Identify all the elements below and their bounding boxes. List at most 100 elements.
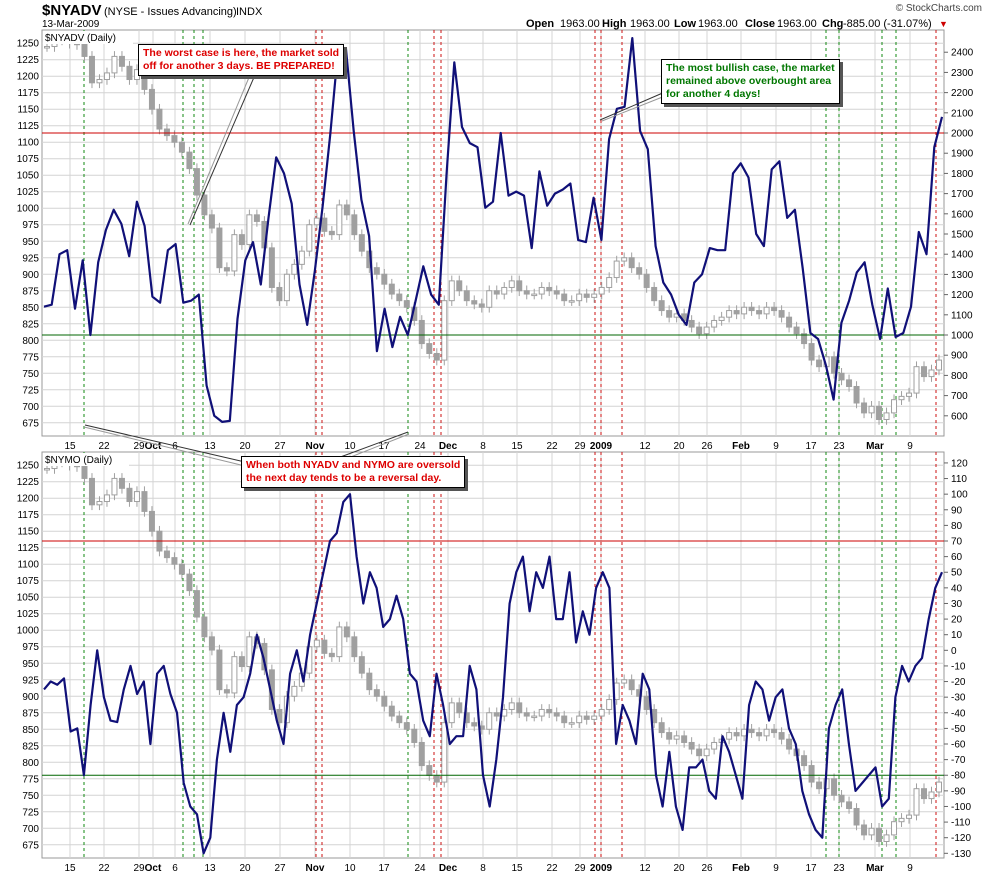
reversal-pointer-right xyxy=(334,431,409,460)
left-tick-label: 1100 xyxy=(17,138,39,149)
price-candle xyxy=(313,217,320,226)
price-candle xyxy=(471,300,478,305)
left-tick-label: 825 xyxy=(22,741,39,752)
price-candle xyxy=(201,616,208,638)
right-tick-label: 1400 xyxy=(951,250,974,261)
price-candle xyxy=(441,300,448,361)
price-candle xyxy=(508,280,515,288)
x-tick-label: 12 xyxy=(639,441,651,452)
price-candle xyxy=(478,303,485,308)
price-candle xyxy=(381,695,388,707)
x-axis-labels-top: 15 22 29 Oct 6 13 20 27 Nov 10 17 24 Dec 8 15 22 29 2009 1… xyxy=(64,441,913,452)
left-tick-label: 1125 xyxy=(17,543,39,554)
price-candle xyxy=(913,366,920,394)
price-candle xyxy=(688,319,695,328)
price-candle xyxy=(531,293,538,297)
x-tick-label: 20 xyxy=(673,863,685,874)
price-candle xyxy=(598,708,605,717)
price-candle xyxy=(321,639,328,654)
right-tick-label: -10 xyxy=(951,661,966,672)
price-candle xyxy=(598,286,605,295)
reversal-annotation: When both NYADV and NYMO are oversold th… xyxy=(241,456,466,488)
x-tick-label: 23 xyxy=(833,441,845,452)
close-label: Close xyxy=(745,18,775,30)
left-tick-label: 1025 xyxy=(17,609,40,620)
left-tick-label: 1000 xyxy=(17,626,40,637)
price-candle xyxy=(178,141,185,153)
price-candle xyxy=(261,642,268,671)
right-tick-label: 700 xyxy=(951,391,968,402)
price-candle xyxy=(936,781,942,793)
right-tick-label: 1700 xyxy=(951,189,974,200)
price-candle xyxy=(531,715,538,719)
price-candle xyxy=(148,88,155,110)
left-tick-label: 700 xyxy=(22,402,39,413)
price-candle xyxy=(636,267,643,275)
price-candle xyxy=(246,636,253,668)
price-candle xyxy=(283,273,290,302)
price-candle xyxy=(621,679,628,684)
right-tick-label: 1900 xyxy=(951,149,974,160)
right-tick-label: 900 xyxy=(951,351,968,362)
price-candle xyxy=(688,741,695,750)
left-tick-label: 950 xyxy=(22,659,39,670)
right-tick-label: 2100 xyxy=(951,108,974,119)
price-candle xyxy=(748,306,755,312)
price-candle xyxy=(81,466,88,479)
left-tick-label: 950 xyxy=(22,237,39,248)
price-candle xyxy=(868,405,875,414)
price-candle xyxy=(853,807,860,826)
x-tick-label: Oct xyxy=(145,441,162,452)
price-candle xyxy=(193,590,200,618)
price-candle xyxy=(493,290,500,295)
x-tick-label: 9 xyxy=(907,441,913,452)
right-tick-label: 70 xyxy=(951,537,963,548)
left-tick-label: 725 xyxy=(22,385,39,396)
x-tick-label: 29 xyxy=(574,441,586,452)
high-label: High xyxy=(602,18,627,30)
price-candle xyxy=(606,699,613,710)
right-tick-label: 110 xyxy=(951,474,967,485)
price-candle xyxy=(613,260,620,279)
price-candle xyxy=(456,702,463,714)
left-tick-label: 675 xyxy=(22,418,39,429)
x-tick-label: 27 xyxy=(274,863,286,874)
price-candle xyxy=(216,649,223,691)
price-candle xyxy=(81,44,88,57)
price-candle xyxy=(216,227,223,269)
x-tick-label: 22 xyxy=(98,863,110,874)
price-candle xyxy=(883,834,890,842)
price-candle xyxy=(118,477,125,489)
price-candle xyxy=(486,290,493,308)
left-tick-label: 1175 xyxy=(17,510,39,521)
right-tick-label: 1500 xyxy=(951,230,974,241)
price-candle xyxy=(876,827,883,842)
price-candle xyxy=(741,306,748,315)
x-tick-label: 10 xyxy=(344,863,356,874)
price-candle xyxy=(253,214,260,222)
price-candle xyxy=(231,234,238,272)
x-tick-label: Mar xyxy=(866,863,884,874)
price-candle xyxy=(276,286,283,302)
left-tick-label: 850 xyxy=(22,303,39,314)
price-candle xyxy=(658,722,665,734)
left-tick-label: 1050 xyxy=(17,171,40,182)
nymo-title-bg xyxy=(43,453,129,466)
price-candle xyxy=(846,801,853,809)
nyadv-title-bg xyxy=(43,31,133,44)
nyadv-panel-title: $NYADV (Daily) xyxy=(45,33,116,44)
left-tick-label: 1000 xyxy=(17,204,40,215)
price-candle xyxy=(576,715,583,724)
price-candle xyxy=(628,257,635,269)
price-candle xyxy=(733,310,740,315)
left-tick-label: 775 xyxy=(22,774,39,785)
left-tick-label: 825 xyxy=(22,319,39,330)
price-candle xyxy=(268,247,275,288)
price-candle xyxy=(231,656,238,694)
price-candle xyxy=(786,738,793,750)
right-tick-label: -80 xyxy=(951,771,966,782)
x-tick-label: Oct xyxy=(145,863,162,874)
reversal-pointer-left xyxy=(84,424,246,463)
x-tick-label: 23 xyxy=(833,863,845,874)
